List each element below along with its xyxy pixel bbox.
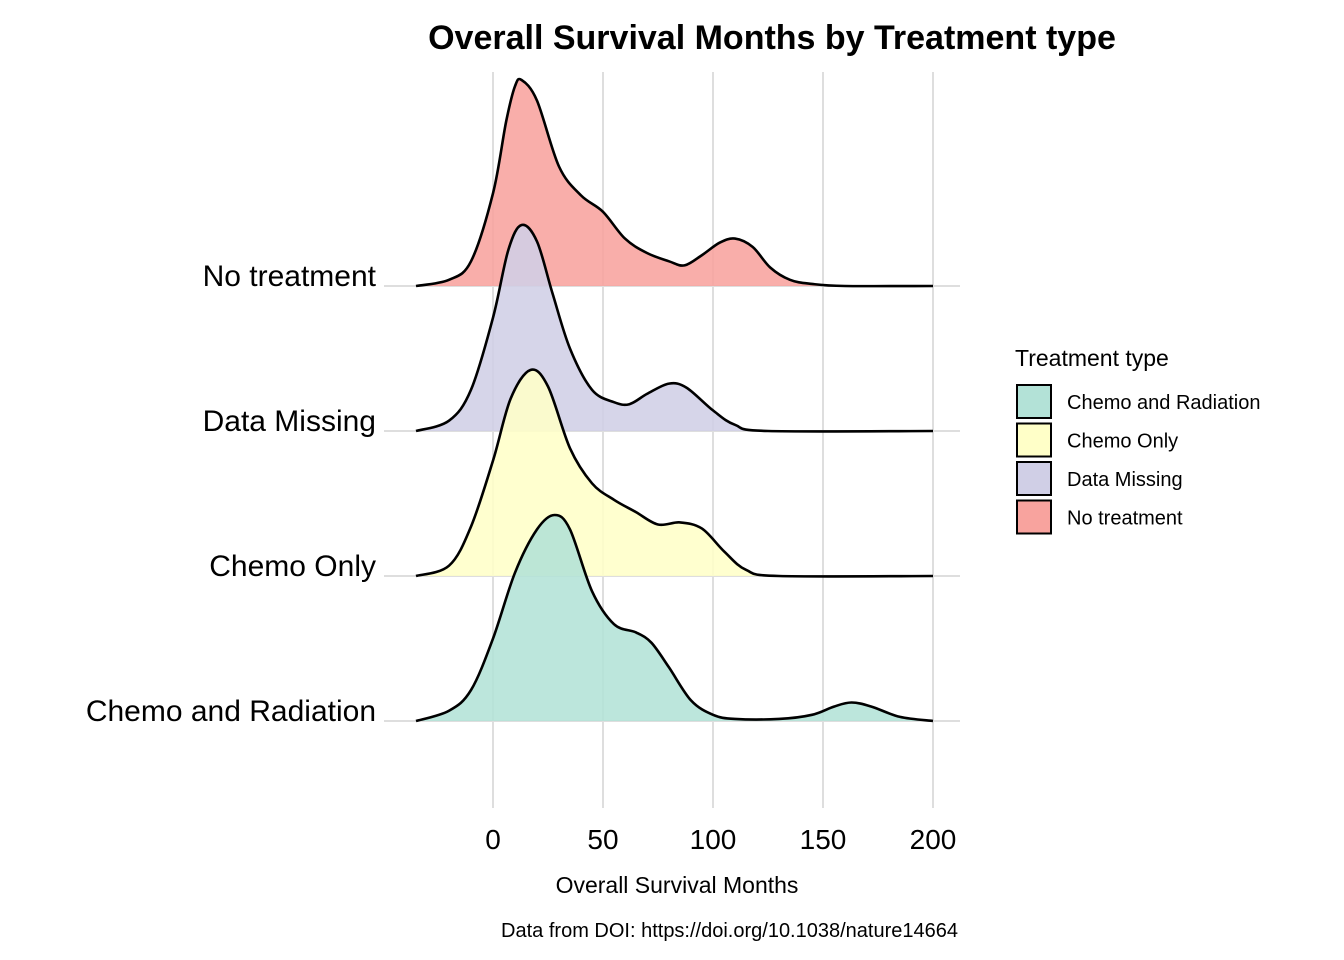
x-tick-label: 100	[690, 824, 737, 855]
x-tick-label: 150	[800, 824, 847, 855]
legend-label: Chemo Only	[1067, 431, 1178, 453]
caption: Data from DOI: https://doi.org/10.1038/n…	[501, 920, 958, 942]
legend-swatch	[1016, 422, 1052, 458]
ridge-no-treatment	[415, 77, 934, 288]
chart-title: Overall Survival Months by Treatment typ…	[428, 19, 1116, 57]
legend-item: Data Missing	[1016, 461, 1183, 496]
legend-swatch	[1016, 499, 1052, 535]
x-axis-ticks: 0 50 100 150 200	[485, 824, 956, 855]
ridge-outline	[415, 223, 934, 433]
ridge-fill	[416, 78, 933, 287]
ridge-fill	[416, 515, 933, 721]
legend-title: Treatment type	[1015, 345, 1169, 371]
ridge-outline	[415, 513, 934, 723]
legend-item: No treatment	[1016, 499, 1183, 535]
density-ridges	[415, 77, 934, 723]
legend-label: No treatment	[1067, 508, 1183, 530]
y-label: Chemo Only	[209, 550, 376, 583]
ridge-outline	[415, 368, 934, 578]
legend-item: Chemo Only	[1016, 422, 1178, 458]
ridge-chemo-and-radiation	[415, 513, 934, 723]
y-label: Data Missing	[203, 405, 376, 438]
legend-swatch	[1016, 461, 1052, 496]
x-tick-label: 0	[485, 824, 501, 855]
legend-items: Chemo and Radiation Chemo Only Data Missin…	[1016, 384, 1260, 535]
legend-swatch	[1016, 384, 1052, 419]
x-tick-label: 50	[587, 824, 618, 855]
y-axis-labels: Chemo and Radiation Chemo Only Data Missin…	[86, 260, 377, 728]
x-axis-label: Overall Survival Months	[556, 872, 799, 898]
ridge-outline	[415, 77, 934, 288]
x-tick-label: 200	[910, 824, 957, 855]
legend: Treatment type Chemo and RadiationChemo …	[1015, 345, 1260, 535]
legend-label: Data Missing	[1067, 469, 1183, 491]
legend-item: Chemo and Radiation	[1016, 384, 1260, 419]
y-label: Chemo and Radiation	[86, 695, 376, 728]
legend-label: Chemo and Radiation	[1067, 392, 1260, 414]
y-label: No treatment	[203, 260, 377, 293]
